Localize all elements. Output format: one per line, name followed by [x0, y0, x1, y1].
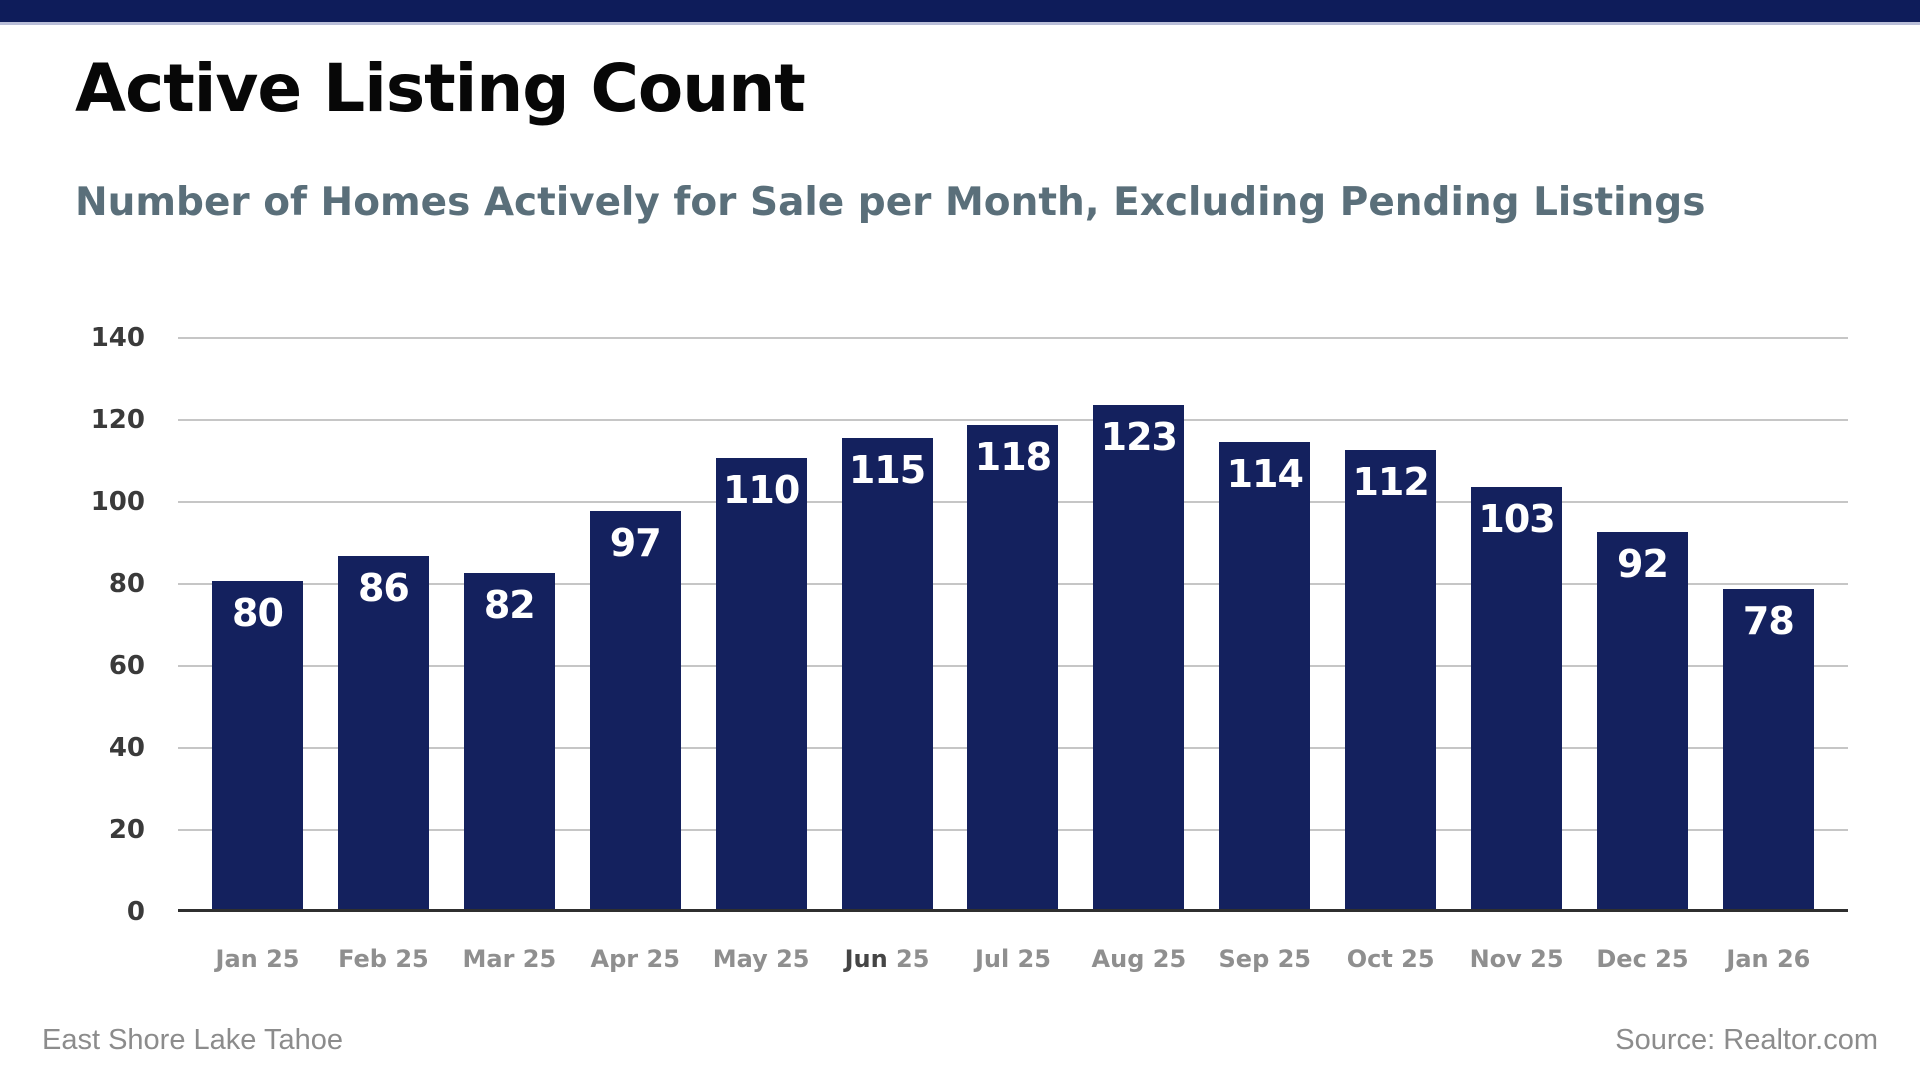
- y-axis-label: 100: [90, 487, 145, 517]
- gridline: [178, 337, 1848, 339]
- page-title: Active Listing Count: [75, 50, 806, 127]
- x-axis-label: Aug 25: [1091, 945, 1187, 973]
- bar-value-label: 78: [1742, 599, 1795, 644]
- bar-value-label: 110: [722, 468, 800, 512]
- y-axis-label: 0: [126, 897, 145, 927]
- bars-row: 80 86 82 97 110 115 118 123 114 112 103 92 78: [178, 338, 1848, 909]
- bar-value-label: 112: [1352, 459, 1429, 504]
- y-axis-label: 80: [108, 569, 145, 599]
- bar-chart: 80 86 82 97 110 115 118 123 114 112 103 92 78: [178, 337, 1848, 912]
- bar-value-label: 115: [848, 447, 926, 492]
- bar: 110: [715, 458, 807, 909]
- bar: 92: [1596, 531, 1688, 909]
- y-axis-label: 120: [90, 405, 145, 435]
- footer-location-label: East Shore Lake Tahoe: [42, 1024, 343, 1056]
- bar-value-label: 80: [232, 591, 284, 635]
- bar-value-label: 97: [609, 521, 662, 566]
- x-axis-label: Apr 25: [590, 945, 680, 973]
- gridline: [178, 419, 1848, 421]
- footer-source-label: Source: Realtor.com: [1615, 1024, 1878, 1056]
- x-axis-label: Feb 25: [338, 945, 429, 973]
- bar-value-label: 103: [1478, 496, 1555, 541]
- x-axis-label: Mar 25: [462, 945, 557, 973]
- y-axis-label: 60: [108, 651, 145, 681]
- x-axis-label: Sep 25: [1218, 945, 1312, 973]
- bar: 103: [1471, 486, 1563, 909]
- x-axis-label: Nov 25: [1469, 945, 1564, 973]
- bar: 78: [1722, 589, 1814, 909]
- y-axis-label: 140: [90, 323, 145, 353]
- bar-value-label: 114: [1226, 451, 1304, 496]
- x-axis-label: Jan 25: [215, 945, 300, 973]
- bar: 123: [1093, 404, 1185, 909]
- bar-value-label: 92: [1617, 541, 1669, 586]
- y-axis-label: 20: [108, 815, 145, 845]
- y-axis-label: 40: [108, 733, 145, 763]
- bar: 80: [212, 581, 303, 909]
- bar-value-label: 82: [483, 582, 536, 627]
- bar: 86: [337, 556, 429, 909]
- bar-value-label: 118: [974, 435, 1052, 480]
- bar: 97: [589, 511, 681, 909]
- x-axis-label: Jan 26: [1726, 945, 1811, 973]
- bar: 115: [841, 437, 933, 909]
- bar: 114: [1219, 441, 1311, 909]
- x-axis-label: Dec 25: [1596, 945, 1689, 973]
- bar: 118: [967, 425, 1059, 909]
- bar: 112: [1345, 449, 1437, 909]
- bar: 82: [463, 572, 555, 909]
- page-subtitle: Number of Homes Actively for Sale per Mo…: [75, 180, 1706, 225]
- bar-value-label: 86: [357, 566, 410, 611]
- top-accent-bar: [0, 0, 1920, 25]
- bar-value-label: 123: [1100, 414, 1178, 459]
- y-axis: 0 20 40 60 80 100 120 140: [55, 325, 145, 925]
- x-axis-label: Jul 25: [974, 945, 1051, 973]
- x-axis-label: May 25: [712, 945, 810, 973]
- x-axis-label: Oct 25: [1346, 945, 1435, 973]
- x-axis-label: Jun 25: [844, 945, 930, 973]
- x-axis: Jan 25 Feb 25 Mar 25 Apr 25 May 25 Jun 25 Jul …: [178, 944, 1848, 974]
